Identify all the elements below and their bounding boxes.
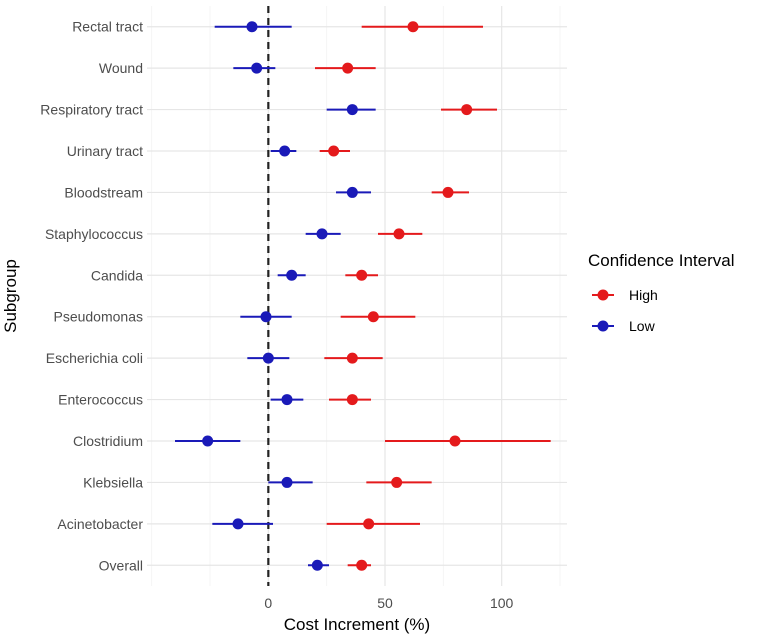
data-point <box>311 559 323 571</box>
data-point <box>393 228 405 240</box>
x-tick-label: 50 <box>377 595 393 611</box>
data-point <box>461 104 473 116</box>
data-point <box>363 518 375 530</box>
y-tick-label: Rectal tract <box>72 19 143 35</box>
x-axis-title: Cost Increment (%) <box>284 615 430 634</box>
data-point <box>356 559 368 571</box>
legend-key-point <box>597 320 609 332</box>
series-low <box>175 21 376 571</box>
data-point <box>279 145 291 157</box>
y-tick-label: Klebsiella <box>83 474 143 490</box>
y-tick-label: Escherichia coli <box>46 350 143 366</box>
data-point <box>232 518 244 530</box>
series-high <box>315 21 551 571</box>
grid <box>147 6 567 586</box>
data-point <box>286 269 298 281</box>
y-tick-label: Urinary tract <box>67 143 143 159</box>
data-point <box>346 394 358 406</box>
data-point <box>281 476 293 488</box>
data-point <box>367 311 379 323</box>
data-point <box>407 21 419 33</box>
legend-item-low: Low <box>592 318 656 334</box>
data-point <box>328 145 340 157</box>
data-point <box>202 435 214 447</box>
y-tick-label: Wound <box>99 60 143 76</box>
legend-key-point <box>597 289 609 301</box>
y-tick-label: Overall <box>99 557 143 573</box>
y-tick-label: Bloodstream <box>64 184 143 200</box>
y-tick-label: Enterococcus <box>58 392 143 408</box>
data-point <box>246 21 258 33</box>
legend-label: Low <box>629 318 656 334</box>
data-point <box>316 228 328 240</box>
y-tick-label: Respiratory tract <box>40 102 143 118</box>
y-tick-label: Pseudomonas <box>53 309 143 325</box>
legend-title: Confidence Interval <box>588 251 734 270</box>
y-tick-label: Acinetobacter <box>57 516 143 532</box>
data-point <box>281 394 293 406</box>
data-point <box>260 311 272 323</box>
x-tick-label: 100 <box>490 595 514 611</box>
y-axis-ticks: Rectal tract Wound Respiratory tract Urinar… <box>40 19 143 574</box>
y-tick-label: Candida <box>91 267 143 283</box>
data-point <box>346 104 358 116</box>
y-tick-label: Clostridium <box>73 433 143 449</box>
x-tick-label: 0 <box>264 595 272 611</box>
y-tick-label: Staphylococcus <box>45 226 143 242</box>
series-marks <box>175 21 551 571</box>
data-point <box>442 186 454 198</box>
legend-item-high: High <box>592 287 658 303</box>
data-point <box>391 476 403 488</box>
data-point <box>346 186 358 198</box>
data-point <box>251 62 263 74</box>
data-point <box>346 352 358 364</box>
data-point <box>262 352 274 364</box>
data-point <box>449 435 461 447</box>
y-axis-title: Subgroup <box>1 259 20 333</box>
x-axis-ticks: 0 50 100 <box>264 595 513 611</box>
data-point <box>342 62 354 74</box>
legend-label: High <box>629 287 658 303</box>
data-point <box>356 269 368 281</box>
legend: Confidence Interval High Low <box>588 251 734 334</box>
